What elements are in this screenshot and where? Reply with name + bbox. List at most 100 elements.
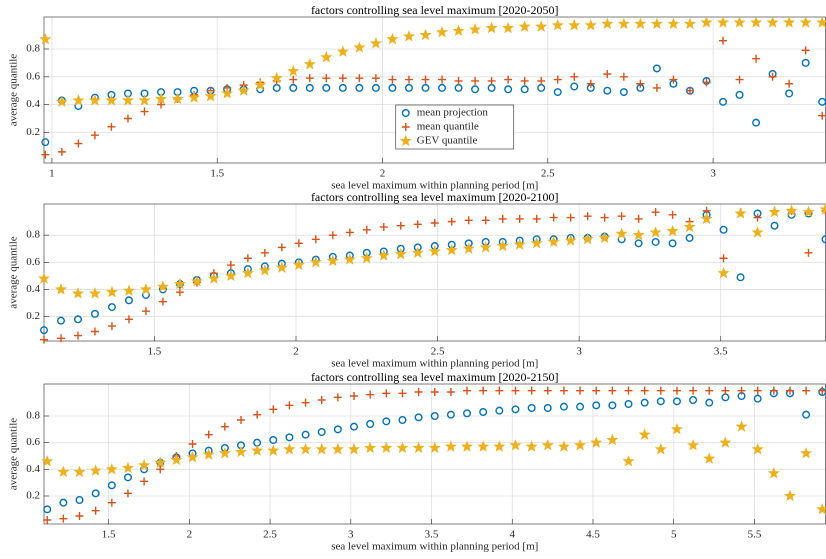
point	[388, 75, 397, 84]
point	[518, 20, 531, 32]
point	[553, 75, 562, 84]
point	[462, 242, 475, 254]
point	[783, 489, 797, 502]
point	[270, 71, 283, 84]
point	[495, 406, 504, 415]
point	[719, 436, 732, 448]
point	[753, 394, 762, 403]
point	[371, 83, 380, 92]
point	[537, 76, 546, 85]
point	[603, 70, 612, 79]
point	[41, 138, 50, 147]
point	[504, 75, 513, 84]
point	[124, 315, 133, 324]
point	[404, 75, 413, 84]
point	[446, 410, 455, 419]
point	[377, 249, 390, 261]
x-tick-label: 3	[348, 529, 354, 541]
y-tick-label: 0.4	[26, 463, 40, 475]
point	[75, 512, 84, 520]
point	[624, 400, 633, 409]
point	[586, 79, 595, 88]
point	[73, 315, 82, 324]
point	[619, 72, 628, 81]
point	[57, 465, 70, 478]
point	[668, 210, 677, 219]
point	[751, 442, 764, 455]
point	[816, 502, 826, 515]
point	[590, 436, 603, 448]
point	[513, 238, 526, 250]
point	[350, 392, 359, 400]
point	[568, 18, 581, 31]
point	[421, 75, 430, 84]
y-tick-label: 0.2	[26, 126, 40, 138]
point	[260, 248, 269, 257]
point	[498, 214, 507, 223]
point	[41, 454, 54, 467]
point	[502, 21, 515, 34]
point	[411, 246, 424, 258]
point	[301, 398, 310, 407]
point	[651, 208, 660, 217]
x-tick-label: 3	[576, 346, 582, 358]
x-tick-label: 4.5	[586, 529, 600, 541]
point	[283, 442, 296, 455]
point	[269, 405, 278, 414]
point	[493, 440, 506, 452]
point	[345, 228, 354, 237]
point	[672, 386, 681, 395]
point	[685, 86, 694, 95]
y-tick-label: 0.2	[26, 490, 40, 502]
point	[650, 17, 663, 30]
chart-title: factors controlling sea level maximum [2…	[311, 370, 559, 384]
point	[471, 85, 480, 94]
y-axis-label: average quantile	[8, 54, 20, 126]
point	[543, 404, 552, 413]
point	[419, 28, 432, 41]
point	[649, 226, 662, 238]
point	[188, 91, 201, 103]
point	[243, 254, 252, 263]
point	[766, 16, 779, 28]
point	[360, 251, 373, 264]
point	[88, 94, 101, 106]
point	[802, 205, 815, 218]
point	[576, 386, 585, 395]
point	[511, 405, 520, 414]
point	[735, 75, 744, 84]
point	[141, 307, 150, 316]
point	[123, 489, 132, 498]
point	[487, 76, 496, 85]
point	[105, 285, 119, 298]
point	[801, 58, 810, 67]
point	[799, 16, 812, 28]
point	[224, 269, 237, 282]
point	[818, 386, 826, 395]
point	[371, 74, 380, 83]
point	[504, 85, 513, 94]
point	[237, 84, 250, 96]
point	[481, 216, 490, 225]
point	[328, 231, 337, 240]
point	[91, 506, 100, 515]
point	[670, 422, 683, 435]
point	[634, 214, 643, 223]
point	[802, 410, 811, 419]
point	[652, 64, 661, 73]
point	[515, 214, 524, 223]
point	[654, 442, 667, 455]
point	[55, 95, 68, 107]
point	[509, 438, 522, 451]
point	[285, 401, 294, 410]
point	[72, 94, 85, 106]
point	[207, 272, 220, 284]
point	[258, 264, 271, 276]
x-tick-label: 5	[671, 529, 677, 541]
point	[767, 466, 780, 479]
point	[574, 438, 587, 451]
point	[380, 441, 393, 454]
y-tick-label: 0.4	[26, 283, 40, 295]
point	[220, 422, 229, 431]
point	[382, 389, 391, 398]
